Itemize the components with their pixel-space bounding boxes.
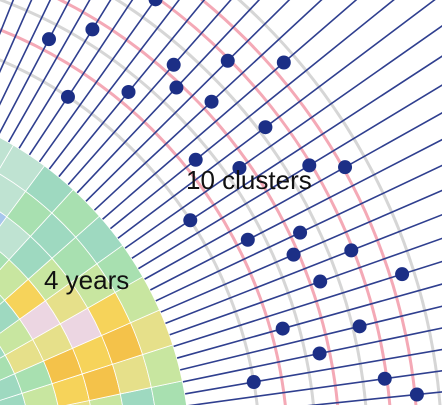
ray-12 [160,189,442,313]
ray-10 [169,237,442,336]
ray-33 [0,0,52,106]
cluster-marker-22 [204,94,219,109]
cluster-marker-24 [169,80,184,95]
heat-cell-0-2 [0,392,26,405]
cluster-marker-3 [409,387,424,402]
cluster-marker-15 [338,160,353,175]
heat-cell-5-9 [0,144,46,192]
ray-6 [182,327,442,383]
ray-35 [0,0,15,36]
cluster-marker-21 [276,55,291,70]
ray-14 [149,138,442,291]
cluster-marker-19 [258,120,273,135]
ray-28 [38,0,157,163]
cluster-marker-11 [344,243,359,258]
ray-7 [179,305,442,371]
cluster-marker-29 [60,89,75,104]
ray-30 [18,0,112,149]
cluster-marker-9 [395,267,410,282]
cluster-marker-30 [85,22,100,37]
cluster-marker-23 [220,53,235,68]
cluster-marker-8 [275,321,290,336]
ray-32 [0,0,71,134]
heatmap-rings [0,137,187,405]
ray-19 [117,0,436,240]
heat-cell-1-7 [0,294,6,305]
ray-9 [173,260,442,348]
years-annotation: 4 years [44,265,129,295]
ray-13 [155,164,442,302]
ray-21 [101,0,358,221]
ray-24 [76,0,261,194]
ray-15 [143,112,442,281]
heat-cell-5-10 [0,137,14,169]
cluster-marker-20 [188,152,203,167]
ray-20 [109,0,395,230]
ray-8 [176,283,442,359]
cluster-marker-14 [240,232,255,247]
cluster-marker-4 [377,371,392,386]
ray-34 [0,0,33,74]
cluster-marker-16 [302,158,317,173]
cluster-marker-10 [313,274,328,289]
cluster-marker-17 [183,213,198,228]
cluster-markers [41,0,424,402]
ray-3 [307,391,442,405]
cluster-marker-5 [246,375,261,390]
heat-cell-3-9 [0,211,8,227]
cluster-marker-26 [121,84,136,99]
ray-18 [124,25,442,250]
ray-27 [48,0,180,170]
ray-25 [67,0,232,186]
ray-22 [93,0,323,211]
cluster-marker-7 [352,319,367,334]
cluster-marker-12 [286,247,301,262]
cluster-marker-25 [166,57,181,72]
cluster-marker-18 [232,161,247,176]
ray-31 [7,0,91,143]
cluster-marker-13 [293,225,308,240]
clusters-annotation: 10 clusters [186,165,312,195]
cluster-marker-32 [41,32,56,47]
cluster-marker-6 [312,346,327,361]
cluster-marker-28 [148,0,163,7]
ray-26 [58,0,206,178]
